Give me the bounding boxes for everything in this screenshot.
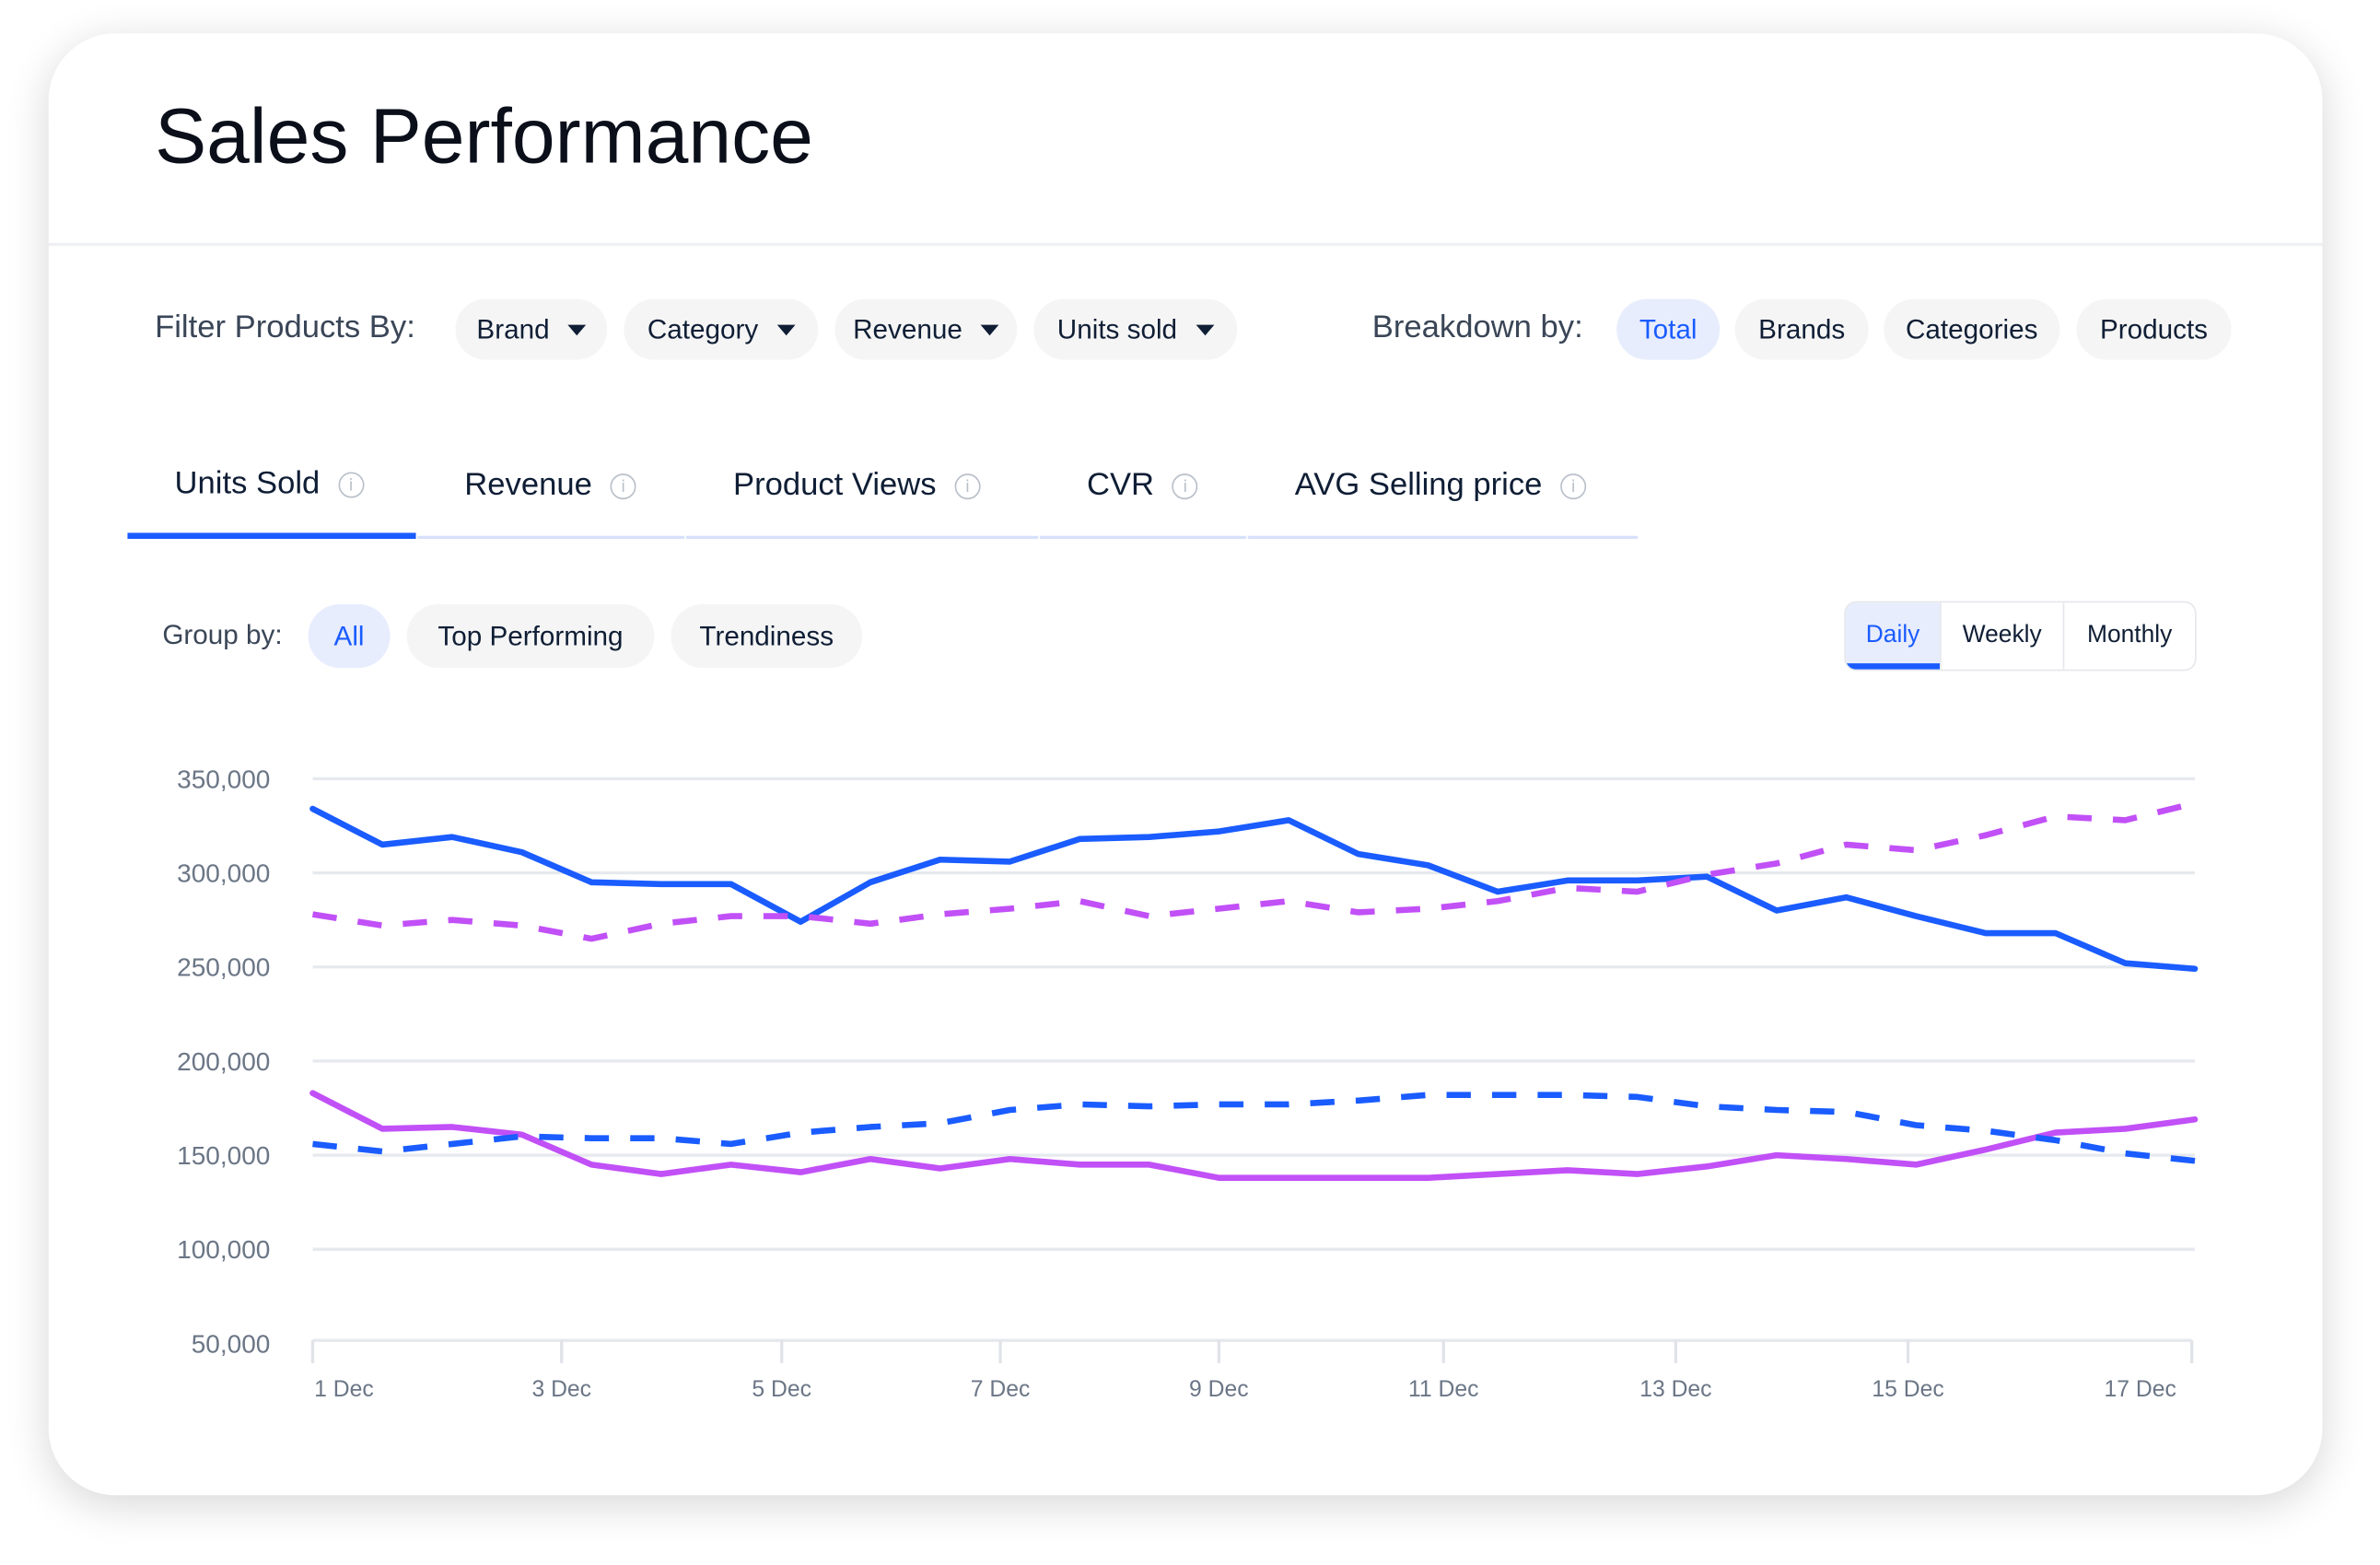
header-divider — [48, 242, 2323, 246]
caret-down-icon — [567, 323, 587, 335]
period-daily[interactable]: Daily — [1845, 602, 1941, 670]
x-tick-label: 7 Dec — [971, 1377, 1031, 1402]
series-line-4 — [312, 1092, 2196, 1164]
x-tick-label: 17 Dec — [2105, 1377, 2176, 1402]
x-tick-label: 13 Dec — [1639, 1377, 1711, 1402]
tab-label: AVG Selling price — [1294, 467, 1543, 503]
caret-down-icon — [980, 323, 999, 335]
breakdown-total[interactable]: Total — [1616, 298, 1721, 360]
units-sold-dropdown-label: Units sold — [1056, 313, 1178, 345]
brand-dropdown-label: Brand — [476, 313, 550, 345]
breakdown-categories[interactable]: Categories — [1884, 298, 2060, 360]
y-tick-label: 100,000 — [177, 1235, 270, 1264]
x-tick-label: 9 Dec — [1189, 1377, 1249, 1402]
period-weekly[interactable]: Weekly — [1940, 602, 2062, 670]
x-tick-label: 5 Dec — [752, 1377, 811, 1402]
caret-down-icon — [776, 323, 795, 335]
tab-avg-selling-price[interactable]: AVG Selling price i — [1247, 436, 1639, 540]
x-tick-label: 1 Dec — [314, 1377, 374, 1402]
category-dropdown[interactable]: Category — [624, 298, 819, 360]
tab-revenue[interactable]: Revenue i — [417, 436, 685, 540]
info-icon[interactable]: i — [954, 473, 981, 499]
tab-product-views[interactable]: Product Views i — [685, 436, 1039, 540]
revenue-dropdown[interactable]: Revenue — [834, 298, 1018, 360]
revenue-dropdown-label: Revenue — [853, 313, 962, 345]
category-dropdown-label: Category — [647, 313, 759, 345]
tab-label: Units Sold — [174, 465, 321, 501]
tab-units-sold[interactable]: Units Sold i — [127, 436, 416, 540]
tab-label: Product Views — [732, 467, 937, 503]
info-icon[interactable]: i — [1560, 473, 1587, 499]
caret-down-icon — [1195, 323, 1214, 335]
y-tick-label: 350,000 — [177, 765, 270, 793]
info-icon[interactable]: i — [1172, 473, 1198, 499]
group-by-label: Group by: — [162, 619, 283, 650]
breakdown-brands[interactable]: Brands — [1734, 298, 1869, 360]
period-toggle: Daily Weekly Monthly — [1844, 601, 2197, 672]
brand-dropdown[interactable]: Brand — [455, 298, 608, 360]
page-title: Sales Performance — [155, 92, 813, 180]
x-tick-label: 11 Dec — [1408, 1377, 1479, 1402]
breakdown-label: Breakdown by: — [1371, 309, 1583, 345]
filter-label: Filter Products By: — [155, 309, 415, 345]
y-tick-label: 200,000 — [177, 1047, 270, 1076]
period-monthly[interactable]: Monthly — [2062, 602, 2195, 670]
info-icon[interactable]: i — [338, 471, 365, 497]
y-tick-label: 50,000 — [192, 1329, 271, 1358]
tab-cvr[interactable]: CVR i — [1039, 436, 1247, 540]
tab-label: CVR — [1086, 467, 1155, 503]
y-tick-label: 250,000 — [177, 953, 270, 982]
group-all[interactable]: All — [308, 603, 391, 669]
series-line-3 — [309, 1090, 2199, 1181]
y-tick-label: 300,000 — [177, 858, 270, 887]
y-tick-label: 150,000 — [177, 1141, 270, 1170]
group-trendiness[interactable]: Trendiness — [671, 603, 863, 669]
group-top-performing[interactable]: Top Performing — [406, 603, 655, 669]
info-icon[interactable]: i — [610, 473, 636, 499]
x-tick-label: 3 Dec — [531, 1377, 591, 1402]
units-sold-dropdown[interactable]: Units sold — [1033, 298, 1238, 360]
series-line-1 — [309, 805, 2199, 973]
breakdown-products[interactable]: Products — [2076, 298, 2232, 360]
sales-performance-card: Sales Performance Filter Products By: Br… — [48, 33, 2323, 1496]
tab-label: Revenue — [464, 467, 592, 503]
x-tick-label: 15 Dec — [1872, 1377, 1943, 1402]
